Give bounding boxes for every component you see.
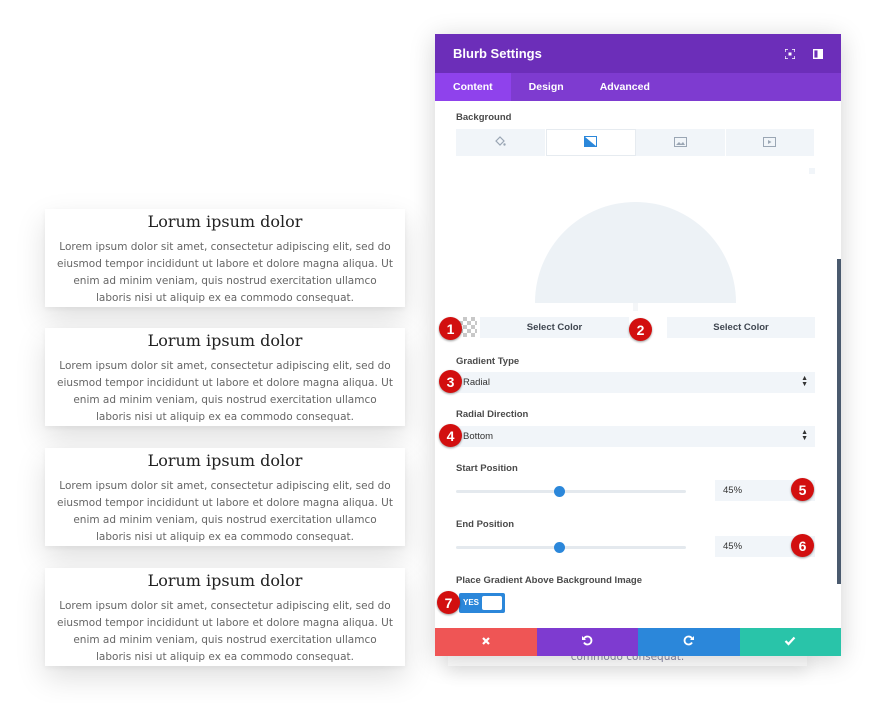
bg-tab-video[interactable] bbox=[726, 129, 815, 156]
gradient-type-label: Gradient Type bbox=[456, 356, 520, 367]
end-position-label: End Position bbox=[456, 519, 515, 530]
above-image-toggle[interactable]: YES bbox=[459, 593, 505, 613]
blurb-card: Lorum ipsum dolor Lorem ipsum dolor sit … bbox=[45, 448, 405, 546]
bg-tab-color[interactable] bbox=[456, 129, 546, 156]
select-color-button-1[interactable]: Select Color bbox=[480, 317, 629, 338]
radial-direction-select[interactable]: Bottom ▲ ▼ bbox=[456, 426, 815, 447]
background-type-tabs bbox=[456, 129, 815, 156]
panel-header[interactable]: Blurb Settings bbox=[435, 34, 841, 73]
gradient-type-value: Radial bbox=[463, 377, 490, 388]
gradient-stop-marker[interactable] bbox=[633, 303, 638, 311]
blurb-card: Lorum ipsum dolor Lorem ipsum dolor sit … bbox=[45, 328, 405, 426]
card-title: Lorum ipsum dolor bbox=[147, 331, 303, 350]
callout-badge-4: 4 bbox=[439, 424, 462, 447]
callout-badge-3: 3 bbox=[439, 370, 462, 393]
undo-icon bbox=[581, 633, 593, 651]
callout-badge-7: 7 bbox=[437, 591, 460, 614]
toggle-label: YES bbox=[463, 598, 480, 607]
image-icon bbox=[673, 134, 687, 152]
bg-tab-gradient[interactable] bbox=[545, 129, 636, 156]
above-image-label: Place Gradient Above Background Image bbox=[456, 575, 643, 586]
card-title: Lorum ipsum dolor bbox=[147, 571, 303, 590]
fullscreen-icon[interactable] bbox=[785, 48, 795, 59]
bg-tab-image[interactable] bbox=[636, 129, 726, 156]
blurb-card: Lorum ipsum dolor Lorem ipsum dolor sit … bbox=[45, 568, 405, 666]
panel-footer bbox=[435, 628, 841, 656]
select-arrows-icon: ▲ ▼ bbox=[801, 375, 808, 388]
panel-tabs: Content Design Advanced bbox=[435, 73, 841, 101]
callout-badge-1: 1 bbox=[439, 317, 462, 340]
sidebar-icon[interactable] bbox=[813, 48, 823, 59]
card-body: Lorem ipsum dolor sit amet, consectetur … bbox=[57, 241, 393, 304]
panel-title: Blurb Settings bbox=[453, 46, 542, 61]
radial-direction-value: Bottom bbox=[463, 431, 494, 442]
card-title: Lorum ipsum dolor bbox=[147, 212, 303, 231]
save-check-icon bbox=[784, 633, 796, 651]
color-icon bbox=[494, 134, 506, 152]
tab-advanced[interactable]: Advanced bbox=[599, 81, 650, 93]
select-arrows-icon: ▲ ▼ bbox=[801, 429, 808, 442]
undo-button[interactable] bbox=[536, 628, 638, 656]
start-position-input[interactable]: 45% bbox=[715, 480, 815, 501]
panel-body: Background bbox=[435, 101, 841, 628]
cancel-icon bbox=[481, 633, 491, 651]
toggle-knob bbox=[482, 596, 502, 610]
card-body: Lorem ipsum dolor sit amet, consectetur … bbox=[57, 360, 393, 423]
video-icon bbox=[763, 134, 777, 152]
tab-content[interactable]: Content bbox=[435, 73, 511, 101]
callout-badge-2: 2 bbox=[629, 318, 652, 341]
card-title: Lorum ipsum dolor bbox=[147, 451, 303, 470]
blurb-card: Lorum ipsum dolor Lorem ipsum dolor sit … bbox=[45, 209, 405, 307]
panel-scrollbar[interactable] bbox=[837, 259, 841, 584]
start-position-slider[interactable] bbox=[456, 486, 686, 497]
end-position-slider[interactable] bbox=[456, 542, 686, 553]
end-position-input[interactable]: 45% bbox=[715, 536, 815, 557]
redo-button[interactable] bbox=[638, 628, 740, 656]
card-body: Lorem ipsum dolor sit amet, consectetur … bbox=[57, 480, 393, 543]
radial-direction-label: Radial Direction bbox=[456, 409, 529, 420]
end-position-thumb[interactable] bbox=[554, 542, 565, 553]
transparent-swatch[interactable] bbox=[459, 317, 477, 337]
gradient-type-select[interactable]: Radial ▲ ▼ bbox=[456, 372, 815, 393]
gradient-preview bbox=[535, 202, 736, 303]
callout-badge-5: 5 bbox=[791, 478, 814, 501]
background-label: Background bbox=[456, 112, 512, 123]
card-body: Lorem ipsum dolor sit amet, consectetur … bbox=[57, 600, 393, 663]
start-position-thumb[interactable] bbox=[554, 486, 565, 497]
gradient-icon bbox=[584, 134, 598, 152]
preview-corner bbox=[809, 168, 815, 174]
tab-design[interactable]: Design bbox=[528, 81, 564, 93]
cancel-button[interactable] bbox=[435, 628, 537, 656]
select-color-button-2[interactable]: Select Color bbox=[667, 317, 815, 338]
blurb-settings-panel: Blurb Settings Content Design Advanced B… bbox=[435, 34, 841, 656]
start-position-label: Start Position bbox=[456, 463, 518, 474]
callout-badge-6: 6 bbox=[791, 534, 814, 557]
save-button[interactable] bbox=[739, 628, 841, 656]
redo-icon bbox=[683, 633, 695, 651]
